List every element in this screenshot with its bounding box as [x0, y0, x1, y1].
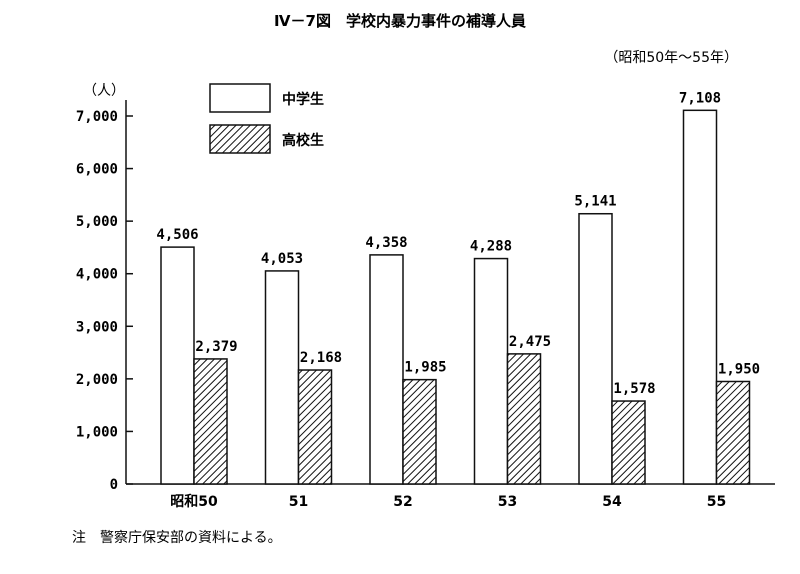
- value-label-middle-school: 5,141: [574, 194, 616, 210]
- chart-subtitle: （昭和50年～55年）: [604, 50, 738, 66]
- bar-high-school: [193, 358, 228, 485]
- chart-title: Ⅳ－7図 学校内暴力事件の補導人員: [274, 12, 526, 30]
- legend-label-high-school: 高校生: [282, 132, 324, 149]
- bar-high-school: [506, 353, 542, 485]
- bar-middle-school: [578, 212, 613, 485]
- value-label-middle-school: 4,053: [261, 251, 303, 267]
- category-label: 55: [707, 494, 726, 510]
- bar-high-school: [611, 400, 646, 485]
- category-label: 52: [393, 494, 412, 510]
- y-tick-label: 6,000: [76, 162, 118, 178]
- value-label-high-school: 2,379: [195, 339, 237, 355]
- y-tick-label: 2,000: [76, 372, 118, 388]
- legend-label-middle-school: 中学生: [282, 91, 324, 108]
- y-tick-label: 0: [110, 477, 118, 493]
- legend: 中学生 高校生: [209, 83, 324, 154]
- category-label: 51: [289, 494, 308, 510]
- value-label-high-school: 2,168: [300, 350, 342, 366]
- bar-middle-school: [473, 257, 509, 485]
- bar-high-school: [715, 380, 751, 485]
- value-label-high-school: 2,475: [509, 334, 551, 350]
- bar-middle-school: [682, 109, 718, 485]
- y-tick-label: 5,000: [76, 214, 118, 230]
- bar-middle-school: [160, 246, 195, 485]
- y-ticks: 0 1,000 2,000 3,000 4,000 5,000 6,000 7,000: [76, 109, 133, 493]
- y-axis-unit-label: （人）: [83, 83, 125, 99]
- legend-swatch-middle-school: [209, 83, 271, 113]
- y-tick-label: 7,000: [76, 109, 118, 125]
- value-label-middle-school: 7,108: [679, 90, 721, 106]
- y-tick-label: 1,000: [76, 424, 118, 440]
- bar-middle-school: [369, 254, 404, 485]
- bars: 4,506 2,379 4,053 2,168 4,358 1,985 4,288 2,475…: [156, 90, 760, 485]
- bar-middle-school: [264, 270, 300, 485]
- category-label: 昭和50: [170, 494, 218, 510]
- value-label-middle-school: 4,288: [470, 239, 512, 255]
- category-label: 53: [498, 494, 517, 510]
- bar-high-school: [297, 369, 333, 485]
- axes: [125, 100, 775, 485]
- category-labels: 昭和50 51 52 53 54 55: [170, 494, 726, 510]
- value-label-high-school: 1,985: [404, 360, 446, 376]
- y-tick-label: 3,000: [76, 319, 118, 335]
- category-label: 54: [602, 494, 622, 510]
- value-label-high-school: 1,950: [718, 361, 760, 377]
- y-tick-label: 4,000: [76, 267, 118, 283]
- legend-swatch-high-school: [209, 124, 271, 154]
- value-label-middle-school: 4,506: [156, 227, 198, 243]
- value-label-middle-school: 4,358: [365, 235, 407, 251]
- source-note: 注 警察庁保安部の資料による。: [72, 529, 282, 546]
- value-label-high-school: 1,578: [613, 381, 655, 397]
- bar-high-school: [402, 378, 437, 485]
